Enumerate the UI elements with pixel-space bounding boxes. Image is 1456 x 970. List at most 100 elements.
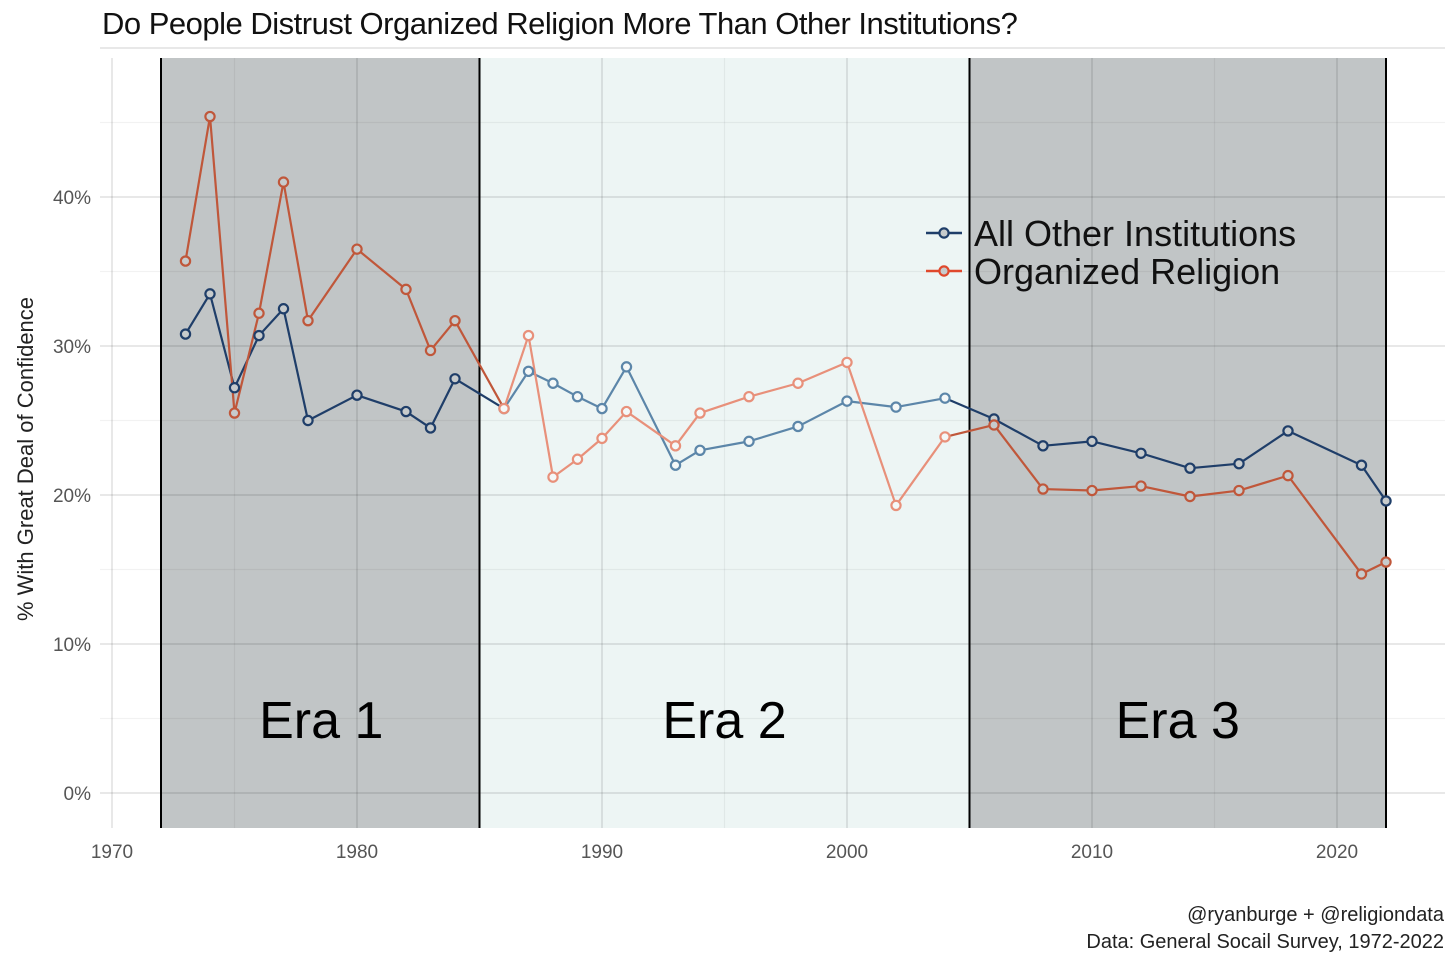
- y-tick-label: 0%: [64, 784, 92, 805]
- organized-religion-line-segment: [625, 410, 677, 447]
- organized-religion-point: [1135, 480, 1147, 492]
- y-tick-label: 10%: [53, 635, 91, 656]
- organized-religion-line-segment: [1090, 484, 1143, 492]
- all-other-institutions-point: [449, 373, 461, 385]
- all-other-institutions-line-segment: [1041, 440, 1094, 447]
- era-1-label: Era 1: [259, 692, 383, 750]
- organized-religion-line-segment: [257, 181, 285, 315]
- all-other-institutions-point: [547, 377, 559, 389]
- legend-organized-religion-label: Organized Religion: [974, 251, 1280, 292]
- organized-religion-line-segment: [527, 334, 555, 479]
- organized-religion-point: [204, 110, 216, 123]
- organized-religion-point: [939, 431, 951, 443]
- x-tick-label: 1970: [91, 842, 133, 863]
- organized-religion-point: [1184, 490, 1196, 503]
- series-lines: [184, 115, 1388, 576]
- organized-religion-line-segment: [943, 423, 996, 438]
- all-other-institutions-point: [424, 422, 437, 434]
- all-other-institutions-point: [204, 288, 216, 300]
- organized-religion-line-segment: [355, 248, 408, 291]
- all-other-institutions-line-segment: [355, 394, 408, 413]
- legend-all-other-institutions-marker: [938, 227, 950, 239]
- all-other-institutions-point: [571, 390, 584, 403]
- all-other-institutions-line-segment: [992, 417, 1045, 447]
- organized-religion-line-segment: [184, 115, 212, 263]
- all-other-institutions-point: [522, 365, 535, 378]
- all-other-institutions-line-segment: [184, 292, 212, 336]
- all-other-institutions-line-segment: [894, 397, 947, 409]
- era-2-background: [479, 58, 970, 828]
- organized-religion-point: [1380, 556, 1392, 568]
- series-points: [179, 110, 1392, 580]
- all-other-institutions-point: [1135, 447, 1147, 459]
- organized-religion-line-segment: [894, 435, 947, 507]
- era-borders: [160, 58, 1387, 828]
- line-chart: 1970 1980 1990 2000 2010 2020 0% 10% 20% 30% 40% % …: [13, 47, 1445, 863]
- organized-religion-point: [424, 344, 437, 357]
- organized-religion-point: [351, 243, 363, 255]
- y-tick-label: 40%: [53, 188, 91, 209]
- all-other-institutions-line-segment: [282, 307, 310, 422]
- all-other-institutions-line-segment: [502, 370, 530, 410]
- organized-religion-line-segment: [306, 248, 359, 322]
- organized-religion-point: [841, 356, 853, 369]
- all-other-institutions-point: [743, 435, 755, 448]
- organized-religion-line-segment: [282, 181, 310, 322]
- all-other-institutions-point: [1282, 425, 1294, 437]
- x-tick-label: 2010: [1071, 842, 1113, 863]
- all-other-institutions-line-segment: [600, 365, 628, 410]
- x-tick-label: 2020: [1316, 842, 1358, 863]
- legend-organized-religion-marker: [938, 265, 950, 277]
- organized-religion-point: [596, 432, 608, 445]
- all-other-institutions-point: [1380, 495, 1392, 507]
- all-other-institutions-line-segment: [306, 394, 359, 422]
- organized-religion-line-segment: [1188, 489, 1241, 498]
- organized-religion-point: [228, 407, 241, 419]
- all-other-institutions-line-segment: [429, 377, 457, 430]
- all-other-institutions-point: [1355, 459, 1368, 471]
- all-other-institutions-point: [620, 361, 633, 373]
- x-tick-label: 1990: [581, 842, 623, 863]
- all-other-institutions-point: [1037, 440, 1049, 452]
- all-other-institutions-line-segment: [1139, 452, 1192, 470]
- all-other-institutions-point: [890, 401, 902, 413]
- caption-source: Data: General Socail Survey, 1972-2022: [1086, 931, 1444, 953]
- organized-religion-point: [620, 405, 633, 418]
- organized-religion-point: [792, 377, 804, 389]
- x-tick-label: 1980: [336, 842, 378, 863]
- organized-religion-point: [302, 314, 314, 327]
- organized-religion-point: [1086, 484, 1098, 497]
- organized-religion-line-segment: [208, 115, 236, 415]
- organized-religion-point: [522, 329, 535, 342]
- organized-religion-line-segment: [1237, 474, 1290, 492]
- organized-religion-point: [1355, 568, 1368, 580]
- all-other-institutions-point: [228, 382, 241, 394]
- legend-all-other-institutions-label: All Other Institutions: [974, 213, 1296, 254]
- y-tick-label: 30%: [53, 337, 91, 358]
- organized-religion-point: [400, 283, 412, 296]
- organized-religion-line-segment: [1286, 474, 1363, 576]
- organized-religion-point: [253, 307, 265, 319]
- all-other-institutions-point: [1086, 435, 1098, 448]
- all-other-institutions-line-segment: [747, 425, 800, 443]
- organized-religion-point: [1233, 484, 1245, 497]
- organized-religion-line-segment: [698, 395, 751, 415]
- all-other-institutions-line-segment: [943, 397, 996, 421]
- all-other-institutions-point: [841, 395, 853, 407]
- all-other-institutions-point: [669, 459, 682, 471]
- organized-religion-line-segment: [1041, 487, 1094, 492]
- all-other-institutions-line-segment: [1090, 440, 1143, 455]
- all-other-institutions-point: [351, 389, 363, 401]
- organized-religion-point: [449, 314, 461, 327]
- era-labels: Era 1 Era 2 Era 3: [259, 692, 1240, 750]
- organized-religion-point: [179, 255, 192, 267]
- organized-religion-line-segment: [796, 361, 849, 385]
- caption-credit: @ryanburge + @religiondata: [1187, 904, 1444, 926]
- organized-religion-line-segment: [600, 410, 628, 440]
- organized-religion-point: [277, 176, 290, 188]
- all-other-institutions-point: [302, 414, 314, 427]
- all-other-institutions-line-segment: [845, 400, 898, 409]
- all-other-institutions-line-segment: [1237, 429, 1290, 465]
- all-other-institutions-point: [1233, 458, 1245, 470]
